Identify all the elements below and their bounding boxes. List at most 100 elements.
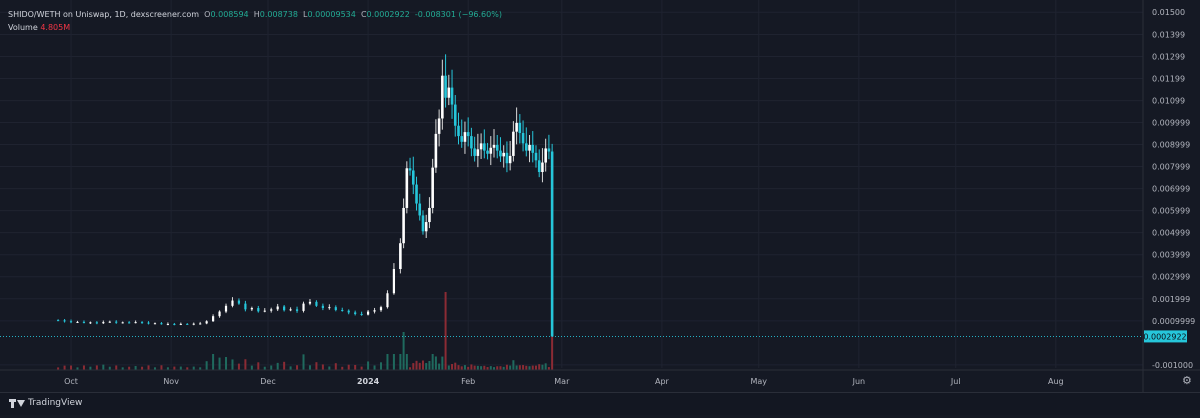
x-tick-label: Jul — [950, 377, 961, 386]
volume-bar — [509, 365, 512, 370]
volume-bar — [276, 362, 279, 370]
candle-body — [541, 162, 544, 173]
candle-body — [392, 269, 396, 294]
volume-bar — [467, 366, 470, 370]
volume-bar — [328, 366, 331, 370]
candle-body — [495, 144, 499, 151]
volume-bar — [302, 354, 305, 370]
candle-body — [379, 307, 383, 311]
candle-body — [470, 136, 473, 149]
last-price-label: 0.0002922 — [1143, 332, 1186, 341]
y-tick-label: -0.001000 — [1152, 361, 1193, 370]
candle-body — [447, 87, 451, 98]
volume-bar — [141, 366, 144, 370]
volume-bar — [179, 366, 182, 370]
candle-body — [483, 143, 486, 151]
candle-body — [76, 321, 79, 323]
candle-body — [408, 168, 412, 171]
candle-body — [308, 301, 312, 304]
volume-bar — [166, 367, 169, 370]
volume-bar — [418, 362, 421, 370]
symbol-label: SHIDO/WETH on Uniswap, 1D, dexscreener.c… — [8, 10, 200, 19]
change-value: -0.008301 (−96.60%) — [414, 10, 502, 19]
candle-body — [441, 75, 444, 119]
candle-body — [295, 309, 299, 311]
y-tick-label: 0.01299 — [1152, 53, 1185, 62]
volume-bar — [134, 366, 137, 370]
volume-bar — [534, 365, 537, 370]
volume-bar — [447, 365, 450, 370]
volume-bar — [512, 360, 515, 370]
volume-bar — [438, 363, 441, 370]
candle-body — [347, 310, 350, 313]
candle-body — [534, 152, 538, 161]
volume-bar — [186, 367, 189, 370]
candle-body — [463, 132, 467, 142]
candle-body — [428, 207, 431, 223]
y-tick-label: 0.01199 — [1152, 75, 1185, 84]
volume-bar — [89, 366, 92, 370]
tradingview-brand[interactable]: TradingView — [9, 398, 82, 408]
volume-bar — [444, 292, 447, 370]
high-value: 0.008738 — [259, 10, 298, 19]
volume-label: Volume — [8, 23, 38, 32]
candle-body — [82, 321, 86, 323]
candle-body — [453, 104, 457, 126]
candle-body — [415, 184, 418, 204]
candle-body — [231, 300, 234, 306]
volume-bar — [199, 367, 202, 370]
volume-bar — [547, 367, 550, 370]
candle-body — [518, 122, 522, 134]
volume-bar — [489, 366, 492, 370]
volume-bar — [205, 361, 208, 370]
volume-bar — [263, 366, 266, 370]
candle-body — [237, 300, 241, 304]
candle-body — [205, 321, 208, 324]
candle-body — [192, 323, 195, 325]
volume-bar — [431, 354, 434, 370]
open-value: 0.008594 — [210, 10, 249, 19]
volume-bar — [212, 354, 215, 370]
candle-body — [341, 310, 344, 312]
x-tick-label: Aug — [1048, 377, 1064, 386]
volume-bar — [428, 360, 431, 370]
volume-bar — [121, 367, 124, 370]
volume-bar — [283, 361, 286, 370]
x-tick-label: Mar — [554, 377, 570, 386]
candle-body — [424, 222, 428, 232]
axis-layer: 0.01500 0.01399 0.01299 0.01199 0.01099 0.009… — [0, 0, 1200, 392]
volume-bar — [147, 365, 150, 370]
volume-bar — [463, 365, 466, 370]
x-tick-label: 2024 — [357, 377, 380, 386]
candle-body — [508, 155, 512, 164]
volume-bar — [102, 364, 105, 370]
volume-bar — [315, 362, 318, 370]
volume-bar — [386, 354, 389, 370]
volume-bar — [128, 366, 131, 370]
y-tick-label: 0.009999 — [1152, 118, 1190, 127]
candle-body — [186, 323, 189, 325]
volume-bar — [250, 365, 253, 370]
y-tick-label: 0.006999 — [1152, 185, 1190, 194]
candle-body — [140, 322, 144, 324]
close-label: C — [360, 10, 367, 19]
gear-icon[interactable]: ⚙ — [1182, 374, 1192, 387]
volume-bar — [373, 365, 376, 370]
volume-bar — [483, 365, 486, 370]
volume-bar — [95, 365, 98, 370]
volume-bar — [415, 360, 418, 370]
candle-body — [108, 321, 111, 323]
candle-body — [399, 243, 402, 270]
candle-body — [257, 308, 260, 312]
candle-body — [492, 144, 496, 148]
brand-label: TradingView — [28, 398, 83, 408]
close-value: 0.0002922 — [366, 10, 410, 19]
x-tick-label: Jun — [852, 377, 866, 386]
candle-body — [512, 131, 515, 156]
candle-body — [134, 322, 137, 324]
candle-body — [489, 147, 493, 154]
volume-bar — [308, 365, 311, 370]
volume-bar — [244, 359, 247, 370]
